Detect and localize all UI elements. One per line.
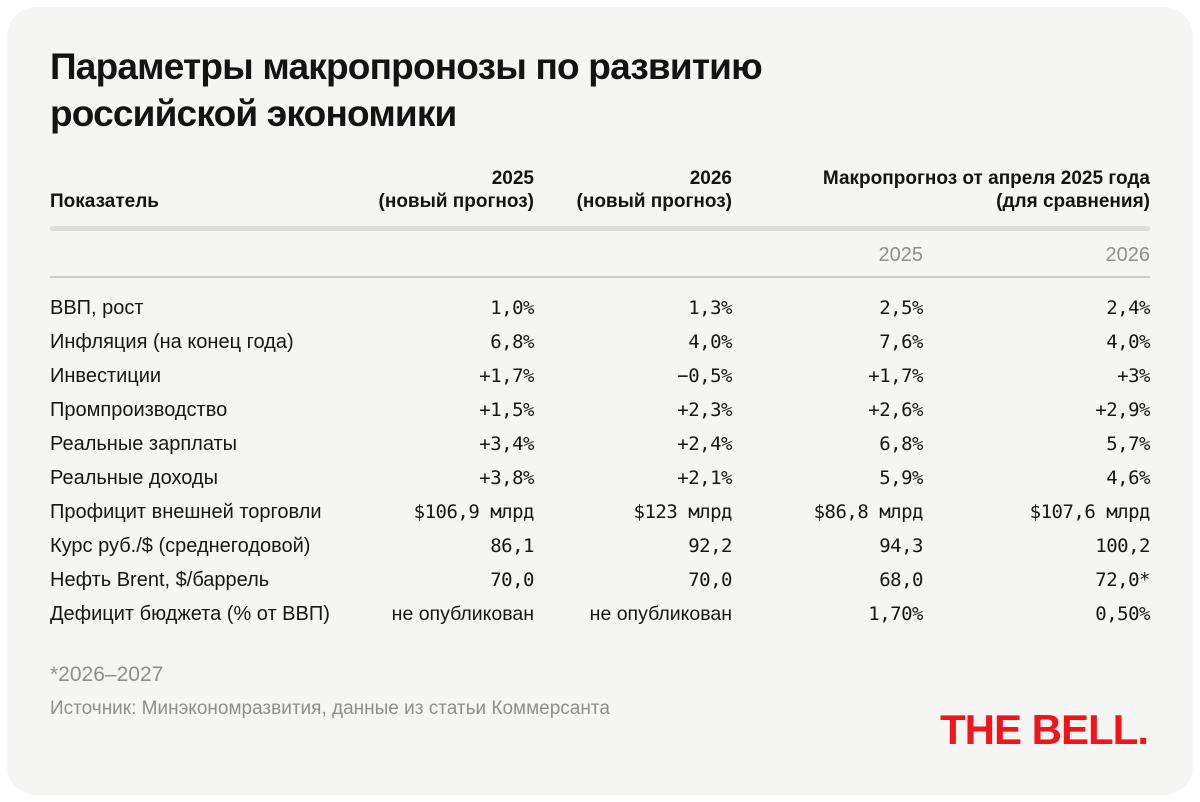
cell-value: +2,1% bbox=[677, 467, 732, 490]
table-row: Нефть Brent, $/баррель 70,0 70,0 68,0 72… bbox=[50, 563, 1151, 597]
table-row: Дефицит бюджета (% от ВВП) не опубликова… bbox=[50, 597, 1151, 631]
page-title: Параметры макропронозы по развитию росси… bbox=[50, 46, 763, 134]
table-subheader-row: 2025 2026 bbox=[50, 231, 1151, 267]
cell-value: +1,7% bbox=[868, 365, 923, 388]
row-label: Реальные доходы bbox=[50, 466, 218, 489]
cell-value: 70,0 bbox=[490, 569, 534, 592]
cell-value: 4,0% bbox=[1106, 331, 1150, 354]
cell-value: +3,8% bbox=[479, 467, 534, 490]
cell-value: 4,6% bbox=[1106, 467, 1150, 490]
subheader-april-2025: 2025 bbox=[878, 244, 924, 267]
cell-value: −0,5% bbox=[677, 365, 732, 388]
header-2026-new-forecast: 2026 (новый прогноз) bbox=[576, 168, 732, 213]
row-label: Нефть Brent, $/баррель bbox=[50, 568, 270, 591]
cell-value: 1,3% bbox=[688, 297, 732, 320]
cell-value: +2,6% bbox=[868, 399, 923, 422]
cell-value: 86,1 bbox=[490, 535, 534, 558]
header-indicator: Показатель bbox=[50, 191, 159, 213]
cell-value: 94,3 bbox=[879, 535, 923, 558]
cell-value: +2,3% bbox=[677, 399, 732, 422]
cell-value: 5,7% bbox=[1106, 433, 1150, 456]
cell-value: 72,0* bbox=[1095, 569, 1150, 592]
table-row: Промпроизводство +1,5% +2,3% +2,6% +2,9% bbox=[50, 393, 1151, 427]
cell-value: 100,2 bbox=[1095, 535, 1150, 558]
cell-value: 2,4% bbox=[1106, 297, 1150, 320]
cell-value: +3% bbox=[1117, 365, 1150, 388]
table-row: Инфляция (на конец года) 6,8% 4,0% 7,6% … bbox=[50, 325, 1151, 359]
cell-value: 0,50% bbox=[1095, 603, 1150, 626]
cell-value: 6,8% bbox=[490, 331, 534, 354]
header-divider-thick bbox=[50, 226, 1150, 232]
cell-value: +1,5% bbox=[479, 399, 534, 422]
cell-value: 70,0 bbox=[688, 569, 732, 592]
cell-value: не опубликован bbox=[391, 602, 534, 625]
subheader-divider-thin bbox=[50, 276, 1150, 279]
cell-value: 7,6% bbox=[879, 331, 923, 354]
cell-value: $106,9 млрд bbox=[413, 501, 535, 524]
subheader-april-2026: 2026 bbox=[1105, 244, 1151, 267]
row-label: Промпроизводство bbox=[50, 398, 228, 421]
table-row: Инвестиции +1,7% −0,5% +1,7% +3% bbox=[50, 359, 1151, 393]
cell-value: 68,0 bbox=[879, 569, 923, 592]
row-label: Инвестиции bbox=[50, 364, 162, 387]
cell-value: 92,2 bbox=[688, 535, 732, 558]
card-content: Параметры макропронозы по развитию росси… bbox=[8, 8, 1192, 794]
the-bell-logo: THE BELL. bbox=[940, 706, 1149, 753]
cell-value: 1,70% bbox=[868, 603, 923, 626]
cell-value: +2,9% bbox=[1095, 399, 1150, 422]
cell-value: 6,8% bbox=[879, 433, 923, 456]
row-label: Реальные зарплаты bbox=[50, 432, 238, 455]
footnote: *2026–2027 bbox=[50, 663, 164, 687]
row-label: Профицит внешней торговли bbox=[50, 500, 322, 523]
row-label: Курс руб./$ (среднегодовой) bbox=[50, 534, 311, 557]
cell-value: $107,6 млрд bbox=[1029, 501, 1151, 524]
cell-value: 5,9% bbox=[879, 467, 923, 490]
table-row: ВВП, рост 1,0% 1,3% 2,5% 2,4% bbox=[50, 291, 1151, 325]
table-row: Курс руб./$ (среднегодовой) 86,1 92,2 94… bbox=[50, 529, 1151, 563]
row-label: Дефицит бюджета (% от ВВП) bbox=[50, 602, 330, 625]
header-april-macroforecast-group: Макропрогноз от апреля 2025 года (для ср… bbox=[822, 168, 1150, 213]
cell-value: не опубликован bbox=[589, 602, 732, 625]
cell-value: +2,4% bbox=[677, 433, 732, 456]
cell-value: +1,7% bbox=[479, 365, 534, 388]
table-row: Профицит внешней торговли $106,9 млрд $1… bbox=[50, 495, 1151, 529]
source-line: Источник: Минэкономразвития, данные из с… bbox=[50, 698, 610, 720]
table-header-row: Показатель 2025 (новый прогноз) 2026 (но… bbox=[50, 167, 1150, 213]
row-label: ВВП, рост bbox=[50, 296, 144, 319]
infographic-card: Параметры макропронозы по развитию росси… bbox=[8, 8, 1192, 794]
cell-value: 2,5% bbox=[879, 297, 923, 320]
header-2025-new-forecast: 2025 (новый прогноз) bbox=[378, 168, 534, 213]
cell-value: +3,4% bbox=[479, 433, 534, 456]
table-row: Реальные зарплаты +3,4% +2,4% 6,8% 5,7% bbox=[50, 427, 1151, 461]
row-label: Инфляция (на конец года) bbox=[50, 330, 294, 353]
cell-value: $123 млрд bbox=[633, 501, 733, 524]
table-row: Реальные доходы +3,8% +2,1% 5,9% 4,6% bbox=[50, 461, 1151, 495]
cell-value: $86,8 млрд bbox=[813, 501, 924, 524]
cell-value: 4,0% bbox=[688, 331, 732, 354]
table-body: ВВП, рост 1,0% 1,3% 2,5% 2,4% Инфляция (… bbox=[50, 291, 1151, 631]
cell-value: 1,0% bbox=[490, 297, 534, 320]
